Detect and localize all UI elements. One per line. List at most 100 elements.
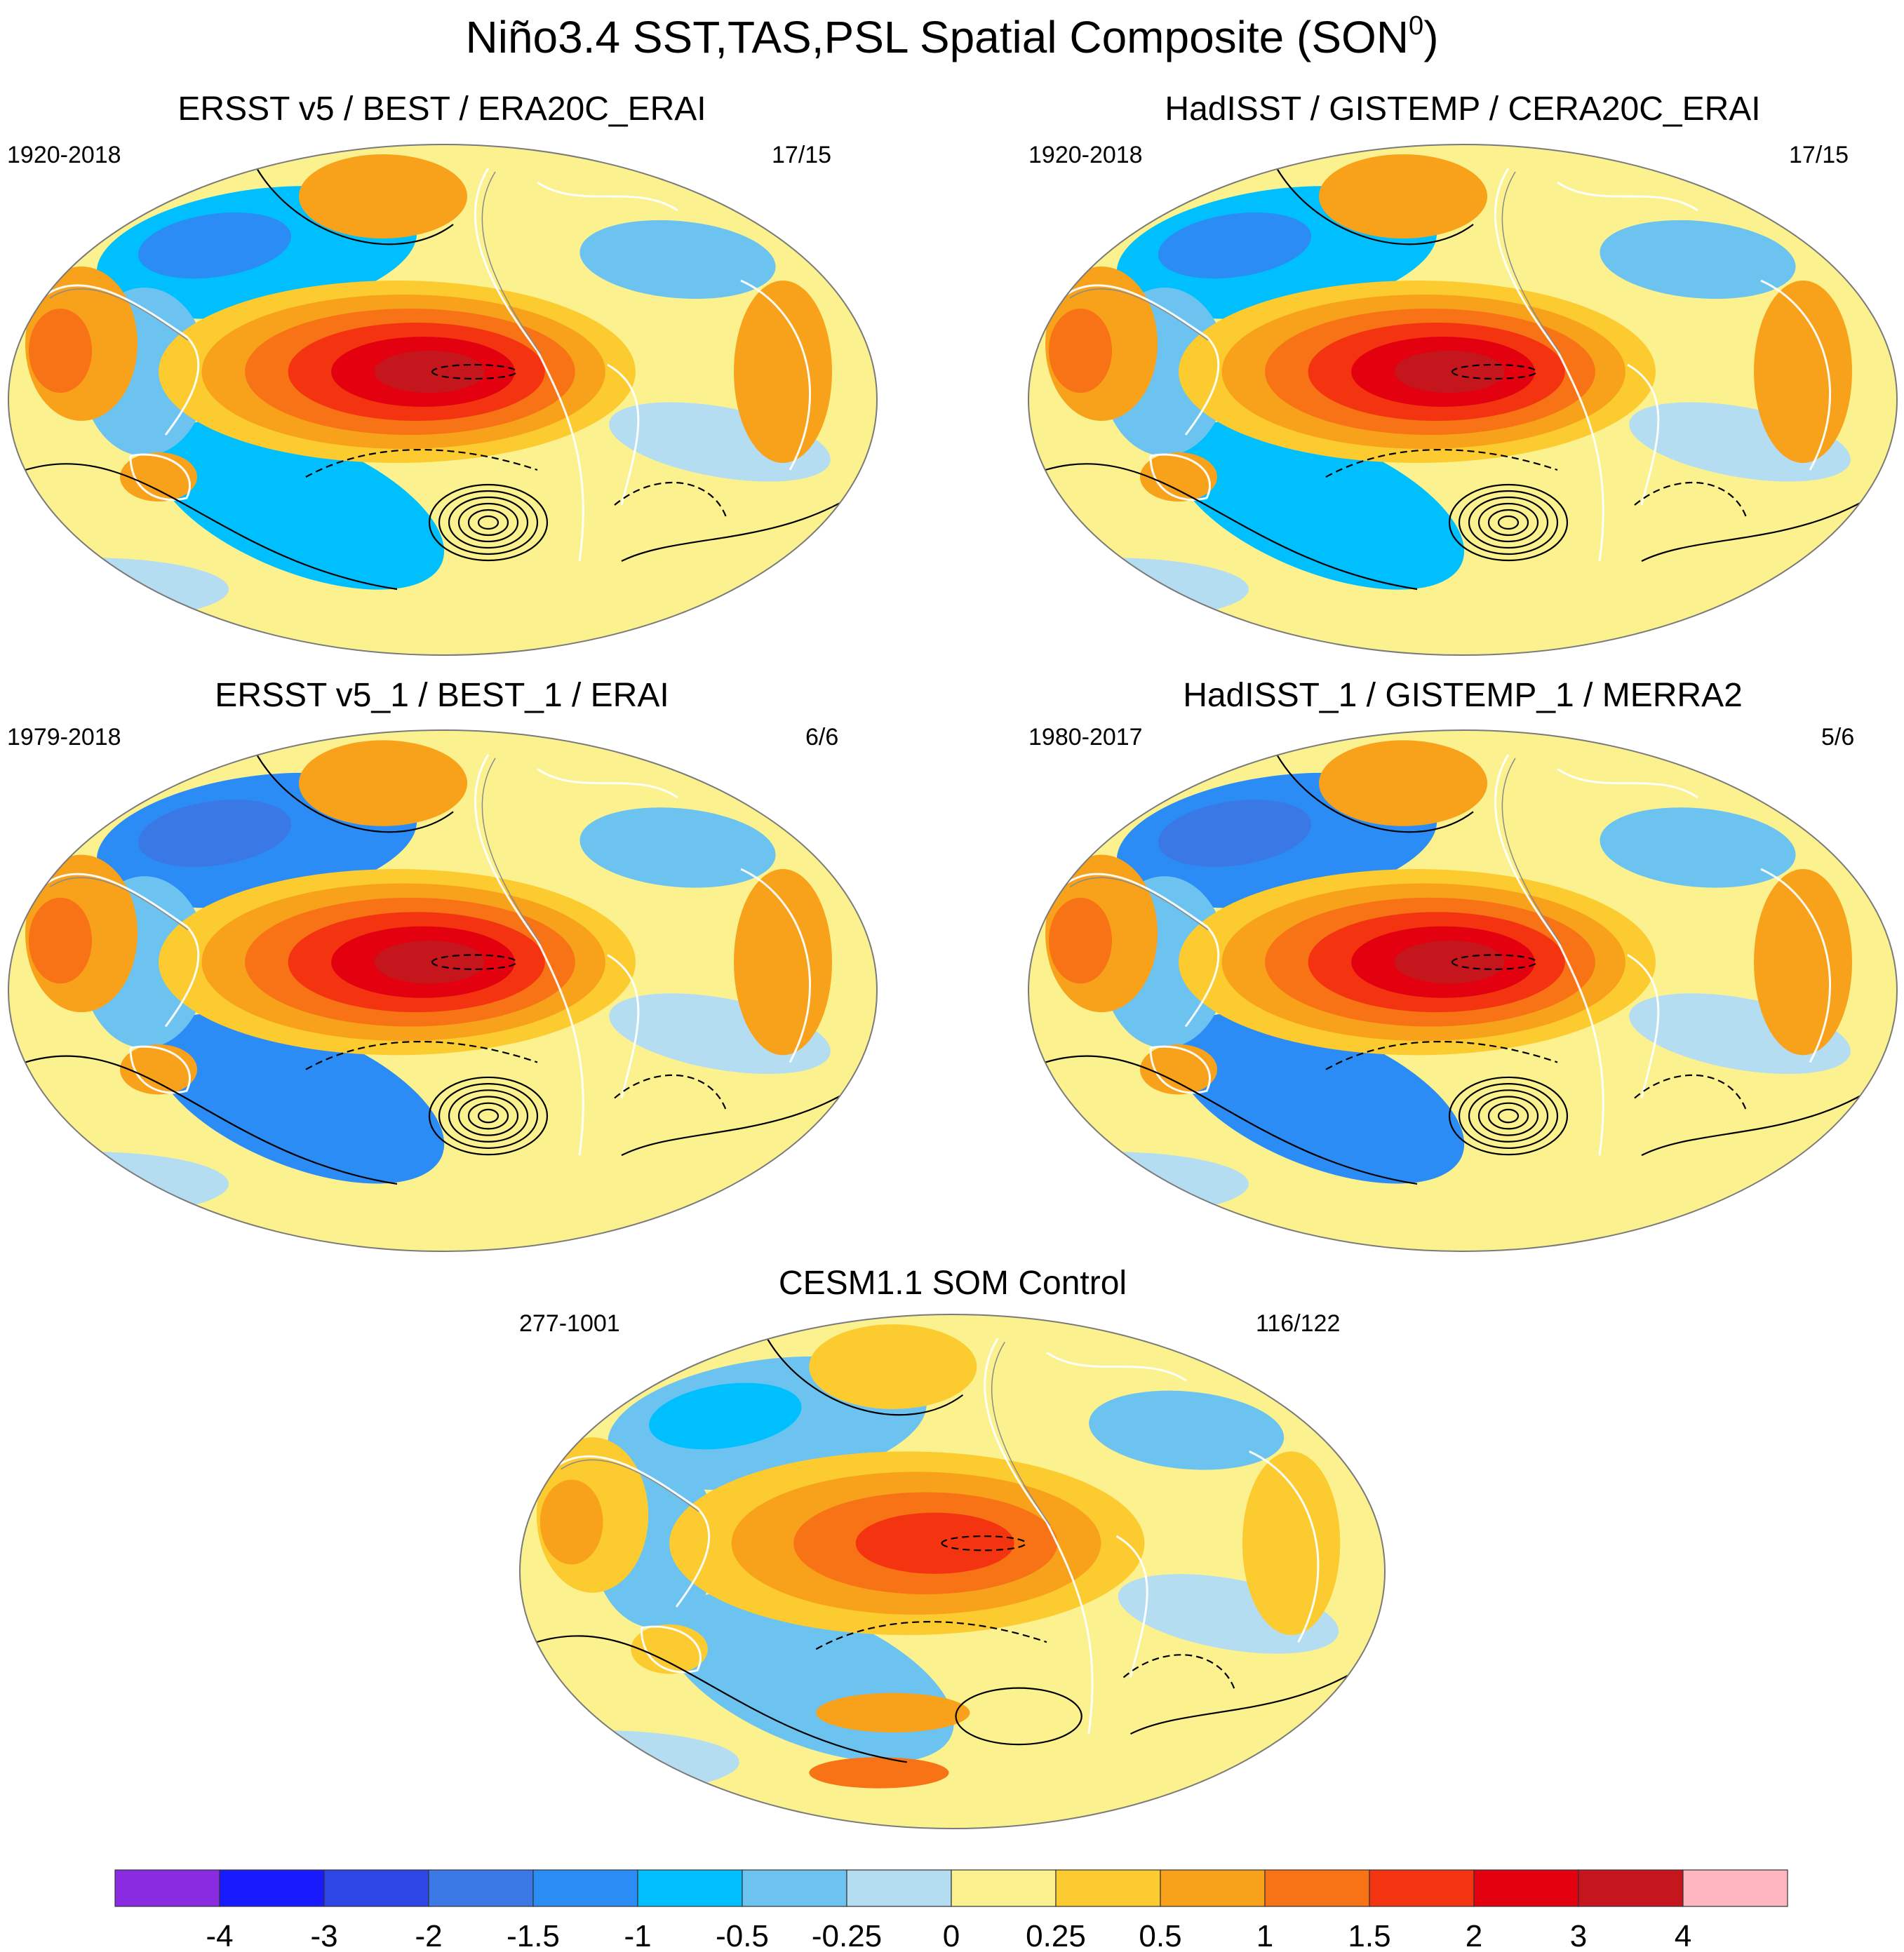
indian-ocean-core-anomaly <box>29 309 92 393</box>
panel-title: ERSST v5 / BEST / ERA20C_ERAI <box>177 90 706 128</box>
antarctic-warm-band <box>809 1757 949 1789</box>
indian-ocean-core-anomaly <box>29 897 92 984</box>
colorbar-bin <box>219 1869 325 1907</box>
colorbar-bin <box>1473 1869 1579 1907</box>
north-america-warm-anomaly <box>809 1324 977 1409</box>
colorbar-tick-label: 0.5 <box>1139 1919 1181 1952</box>
psl-high-contour <box>457 1096 519 1136</box>
colorbar-tick-label: -1 <box>624 1919 651 1952</box>
psl-high-contour <box>955 1687 1082 1746</box>
colorbar-tick-label: 0.25 <box>1026 1919 1086 1952</box>
south-pacific-cool-anomaly <box>153 420 445 590</box>
psl-zero-contour <box>1045 463 1418 591</box>
map-panel <box>1028 144 1898 656</box>
coastline-segment <box>1149 1045 1212 1094</box>
coastline-segment <box>984 1338 1094 1735</box>
psl-contours <box>25 754 861 1185</box>
coastline-segment <box>1115 1535 1148 1678</box>
panel-event-count: 6/6 <box>805 724 839 750</box>
coastlines <box>1066 168 1831 562</box>
colorbar-tick-label: -3 <box>310 1919 337 1952</box>
map-border <box>8 729 878 1252</box>
colorbar-tick-label: 0 <box>943 1919 960 1952</box>
coastline-segment <box>1627 954 1660 1098</box>
enso-warm-tongue-level <box>855 1512 1014 1574</box>
psl-low-contour <box>1634 482 1748 520</box>
north-america-warm-anomaly <box>299 740 467 826</box>
colorbar-tick-label: -2 <box>415 1919 442 1952</box>
panel-period: 277-1001 <box>519 1310 620 1337</box>
psl-low-contour <box>305 449 538 478</box>
psl-high-contour <box>467 1102 509 1130</box>
coastline-segment <box>1760 868 1831 1063</box>
coastline-segment <box>640 1625 702 1674</box>
coastline-segment <box>46 873 200 1028</box>
colorbar-bin <box>742 1869 847 1907</box>
psl-zero-contour <box>1641 490 1881 562</box>
psl-zero-contour <box>25 1055 398 1185</box>
psl-low-contour <box>614 1074 728 1113</box>
coastlines <box>1066 754 1831 1156</box>
psl-zero-contour <box>25 463 398 591</box>
colorbar-bin <box>532 1869 638 1907</box>
indian-ocean-core-anomaly <box>1049 309 1112 393</box>
psl-high-contour <box>1477 1096 1539 1136</box>
coastline-segment <box>129 453 192 501</box>
panel-title: HadISST / GISTEMP / CERA20C_ERAI <box>1165 90 1761 128</box>
eurasia-cool-anomaly <box>579 807 776 888</box>
coastline-segment <box>556 1455 711 1608</box>
psl-zero-contour <box>621 1083 861 1157</box>
north-america-warm-anomaly <box>1319 154 1487 238</box>
coastline-segment <box>740 279 811 471</box>
colorbar-tick-label: 1 <box>1256 1919 1273 1952</box>
psl-high-contour <box>1497 1108 1520 1124</box>
coastline-segment <box>607 363 640 506</box>
map-panel <box>519 1314 1386 1829</box>
psl-low-contour <box>1634 1074 1748 1113</box>
panel-event-count: 17/15 <box>772 142 832 168</box>
colorbar-tick-label: 3 <box>1570 1919 1587 1952</box>
coastline-segment <box>1760 279 1831 471</box>
panel-event-count: 17/15 <box>1789 142 1849 168</box>
coastline-segment <box>991 1341 1051 1526</box>
psl-zero-contour <box>256 168 454 245</box>
panel-title: ERSST v5_1 / BEST_1 / ERAI <box>215 677 669 714</box>
psl-high-contour <box>1448 483 1569 562</box>
psl-high-contour <box>1477 502 1539 543</box>
psl-high-contour <box>448 1089 529 1143</box>
psl-zero-contour <box>766 1338 964 1416</box>
enso-warm-tongue-level <box>1394 941 1505 984</box>
psl-high-contour <box>1487 509 1529 537</box>
coastline-segment <box>1046 1352 1187 1382</box>
psl-low-contour <box>1325 449 1558 478</box>
psl-high-contour <box>457 502 519 543</box>
colorbar-tick-label: 1.5 <box>1348 1919 1390 1952</box>
panel-period: 1979-2018 <box>7 724 121 750</box>
colorbar-bin <box>428 1869 534 1907</box>
coastline-segment <box>1149 453 1212 501</box>
psl-zero-contour <box>1641 1083 1881 1157</box>
coastline-segment <box>1501 171 1562 355</box>
map-border <box>1028 144 1898 656</box>
north-pacific-core-anomaly <box>1158 800 1312 868</box>
coastline-segment <box>1557 767 1698 799</box>
psl-high-contour <box>1458 1083 1559 1150</box>
coastline-segment <box>1249 1450 1320 1643</box>
coastlines <box>46 754 811 1156</box>
north-pacific-core-anomaly <box>138 800 292 868</box>
psl-high-contour <box>438 1083 539 1150</box>
colorbar-tick-label: 2 <box>1466 1919 1482 1952</box>
colorbar-bin <box>1160 1869 1266 1907</box>
coastline-segment <box>1069 877 1209 931</box>
psl-low-contour <box>1325 1040 1558 1070</box>
panel-event-count: 116/122 <box>1256 1310 1341 1337</box>
coastlines-grey <box>1069 171 1562 355</box>
psl-zero-contour <box>1276 168 1474 245</box>
colorbar-bin <box>1055 1869 1161 1907</box>
north-pacific-core-anomaly <box>1158 212 1312 279</box>
map-panel <box>1028 729 1898 1252</box>
southern-warm-band <box>816 1692 970 1733</box>
coastline-segment <box>1501 758 1562 945</box>
map-panel <box>8 144 878 656</box>
